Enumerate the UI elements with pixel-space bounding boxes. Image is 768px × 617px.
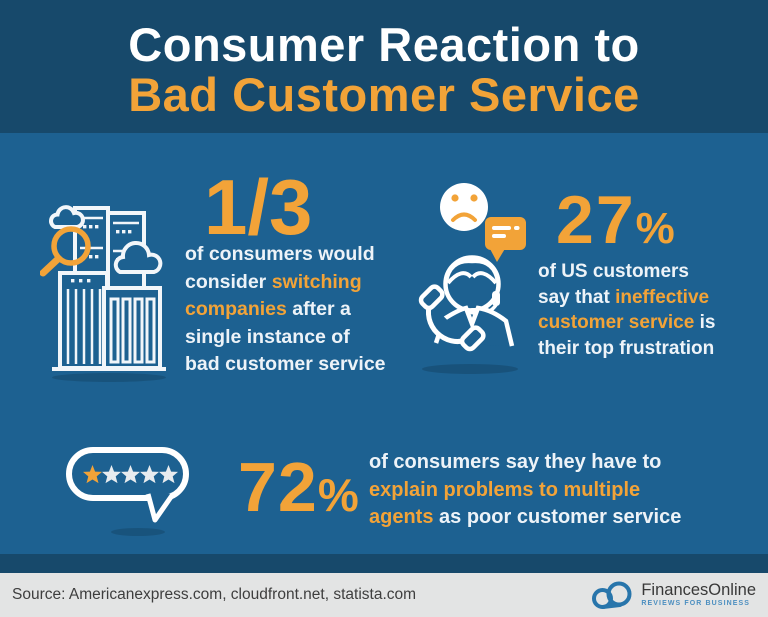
- bottom-divider-strip: [0, 554, 768, 573]
- stat-text-ineffective-service: of US customers say that ineffective custo…: [538, 261, 716, 359]
- page-title-line2: Bad Customer Service: [128, 67, 640, 121]
- stat-value-one-third: 1/3: [204, 163, 313, 251]
- headset-earpiece-icon: [492, 291, 500, 306]
- building-magnifier-icon: [40, 205, 166, 382]
- stat-value-27-percent: 27%: [556, 182, 675, 258]
- header-banner: Consumer Reaction to Bad Customer Servic…: [0, 0, 768, 133]
- brand-name: FinancesOnline: [641, 581, 756, 599]
- stat-text-switching-companies: of consumers would consider switching comp…: [185, 243, 386, 375]
- brand-tagline: REVIEWS FOR BUSINESS: [641, 600, 751, 607]
- page-title-line1: Consumer Reaction to: [128, 17, 640, 71]
- sad-face-icon: [440, 183, 488, 231]
- source-attribution: Source: Americanexpress.com, cloudfront.…: [12, 586, 417, 603]
- stat-text-multiple-agents: of consumers say they have to explain pro…: [369, 451, 682, 528]
- cloud-icon: [113, 241, 163, 274]
- magnifier-icon: [40, 226, 91, 277]
- cloud-logo-icon: [592, 581, 632, 609]
- stat-value-72-percent: 72%: [238, 448, 359, 526]
- financesonline-logo: FinancesOnline REVIEWS FOR BUSINESS: [590, 580, 756, 610]
- small-cloud-icon: [49, 205, 85, 229]
- one-star-review-bubble-icon: [66, 447, 189, 536]
- chat-bubble-icon: [485, 217, 526, 262]
- star-rating-icons: [83, 465, 178, 484]
- footer-bar: Source: Americanexpress.com, cloudfront.…: [0, 573, 768, 617]
- phone-handset-icon: [418, 284, 486, 352]
- support-agent-phone-icon: [418, 183, 526, 374]
- agent-head: [443, 255, 501, 313]
